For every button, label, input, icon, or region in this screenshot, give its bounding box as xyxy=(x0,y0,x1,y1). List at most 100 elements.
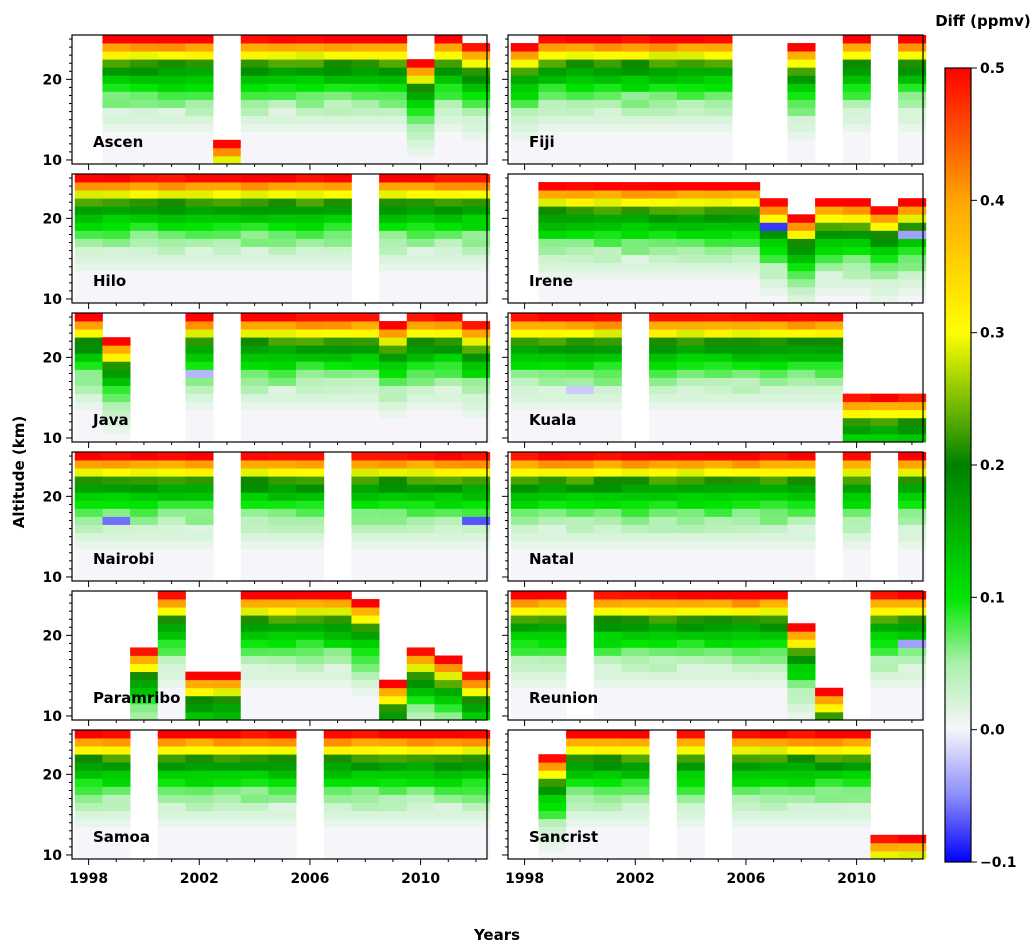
heat-cell xyxy=(842,810,871,820)
station-label: Ascen xyxy=(93,133,143,151)
heat-cell xyxy=(157,99,186,108)
heat-cell xyxy=(704,417,733,427)
heat-cell xyxy=(379,43,408,52)
heat-cell xyxy=(130,83,159,92)
heat-cell xyxy=(510,631,539,640)
heat-cell xyxy=(732,230,761,239)
heat-cell xyxy=(379,155,408,165)
heat-cell xyxy=(240,278,269,288)
heat-cell xyxy=(351,377,380,386)
heat-cell xyxy=(649,540,678,550)
heat-cell xyxy=(102,540,131,550)
heat-cell xyxy=(649,385,678,395)
heat-cell xyxy=(157,222,186,231)
heat-cell xyxy=(704,516,733,525)
heat-cell xyxy=(462,770,491,779)
heat-cell xyxy=(510,452,539,461)
heat-cell xyxy=(130,91,159,100)
heat-cell xyxy=(676,155,705,165)
heat-cell xyxy=(240,353,269,362)
heat-cell xyxy=(240,417,269,427)
heat-cell xyxy=(649,246,678,256)
heat-cell xyxy=(566,107,595,117)
heat-cell xyxy=(157,476,186,485)
x-tick-label: 2010 xyxy=(401,871,440,887)
heat-cell xyxy=(240,190,269,199)
heat-cell xyxy=(870,711,899,721)
heat-cell xyxy=(185,671,214,681)
heat-cell xyxy=(815,687,844,697)
heat-cells xyxy=(510,313,927,443)
heat-cell xyxy=(74,532,103,542)
heat-cell xyxy=(406,174,435,183)
heat-cell xyxy=(566,842,595,852)
heat-cell xyxy=(510,91,539,100)
heat-cell xyxy=(593,532,622,542)
heat-cell xyxy=(462,754,491,763)
heat-cell xyxy=(898,468,927,477)
heat-cell xyxy=(240,139,269,149)
heat-cell xyxy=(268,377,297,386)
heat-cell xyxy=(74,468,103,477)
heat-cell xyxy=(323,206,352,215)
heat-cell xyxy=(538,59,567,68)
heat-cell xyxy=(240,107,269,117)
heat-cell xyxy=(815,762,844,771)
heat-cell xyxy=(157,762,186,771)
heat-cell xyxy=(268,746,297,755)
heat-cell xyxy=(593,810,622,820)
heat-cell xyxy=(621,770,650,779)
x-tick-label: 2002 xyxy=(616,871,655,887)
heat-cell xyxy=(566,409,595,419)
heat-cell xyxy=(434,778,463,787)
heat-cell xyxy=(898,623,927,632)
heat-cell xyxy=(185,460,214,469)
heat-cell xyxy=(102,484,131,493)
heat-cell xyxy=(351,468,380,477)
heat-cell xyxy=(593,484,622,493)
heat-cell xyxy=(676,35,705,44)
heat-cell xyxy=(157,711,186,721)
heat-cell xyxy=(240,615,269,624)
heat-cell xyxy=(296,155,325,165)
heat-cell xyxy=(157,91,186,100)
heat-cell xyxy=(434,754,463,763)
heat-cell xyxy=(462,99,491,108)
heat-cell xyxy=(676,59,705,68)
heat-cell xyxy=(870,222,899,231)
heat-cell xyxy=(379,393,408,403)
heat-cell xyxy=(510,639,539,648)
heat-cell xyxy=(74,294,103,304)
heat-cell xyxy=(296,222,325,231)
heat-cell xyxy=(898,254,927,264)
heat-cell xyxy=(787,850,816,860)
heat-cell xyxy=(406,83,435,92)
heat-cell xyxy=(185,313,214,322)
heat-cell xyxy=(704,238,733,247)
heat-cell xyxy=(676,206,705,215)
heat-cell xyxy=(898,409,927,419)
heat-cell xyxy=(157,214,186,223)
heat-cell xyxy=(323,631,352,640)
heat-cell xyxy=(566,770,595,779)
heat-cell xyxy=(157,679,186,689)
heat-cell xyxy=(185,452,214,461)
heat-cell xyxy=(102,230,131,239)
heat-cell xyxy=(351,369,380,378)
heat-cell xyxy=(704,607,733,616)
heat-cell xyxy=(649,623,678,632)
heat-cell xyxy=(649,556,678,566)
heat-cell xyxy=(759,524,788,534)
y-tick-label: 20 xyxy=(43,211,63,227)
heat-cell xyxy=(815,294,844,304)
heat-cell xyxy=(213,810,242,820)
heat-cell xyxy=(462,214,491,223)
heat-cell xyxy=(787,738,816,747)
panel-frame xyxy=(71,173,488,304)
heat-cell xyxy=(379,401,408,411)
y-tick-label: 20 xyxy=(43,72,63,88)
heat-cell xyxy=(621,671,650,681)
heat-cell xyxy=(898,711,927,721)
heat-cell xyxy=(74,246,103,256)
heat-cell xyxy=(621,43,650,52)
